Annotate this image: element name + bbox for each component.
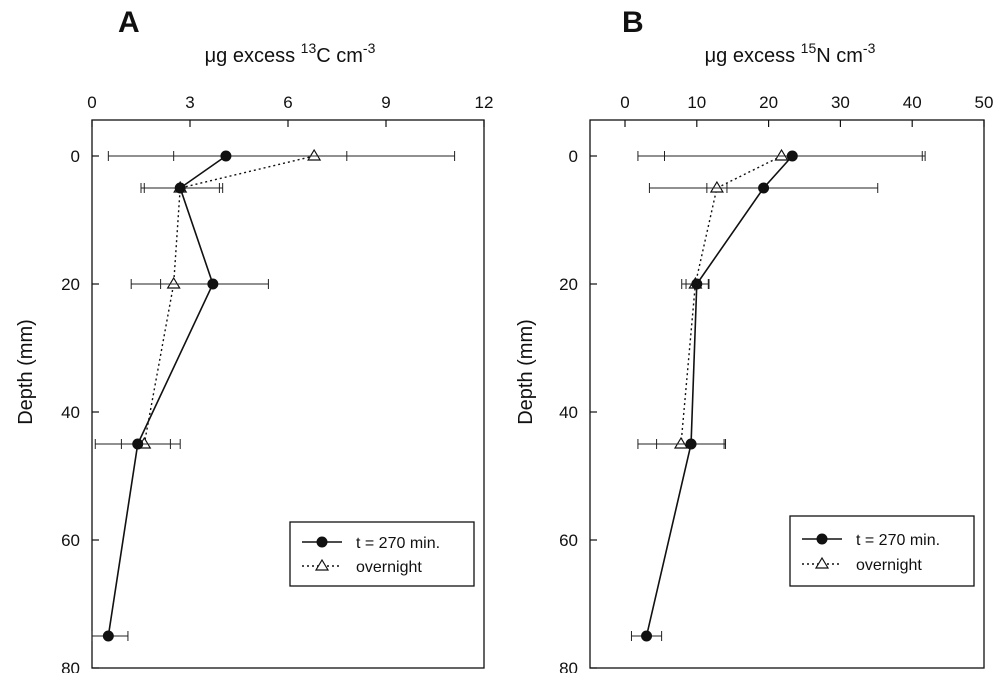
legend-label-series-1: t = 270 min. [356, 535, 440, 552]
data-point [758, 182, 770, 194]
panel-label: A [118, 6, 140, 39]
data-point [174, 182, 186, 194]
data-point [220, 150, 232, 162]
x-tick-label: 9 [381, 93, 390, 112]
x-axis-title-sup1: 13 [301, 40, 317, 56]
y-tick-label: 20 [61, 275, 80, 294]
y-tick-label: 60 [61, 531, 80, 550]
x-axis-title: μg excess 13C cm-3 [205, 40, 376, 67]
x-tick-label: 0 [87, 93, 96, 112]
data-point [641, 630, 653, 642]
y-tick-label: 0 [569, 147, 578, 166]
data-point [166, 276, 181, 289]
y-tick-label: 0 [71, 147, 80, 166]
y-tick-label: 40 [61, 403, 80, 422]
data-point [132, 438, 144, 450]
y-tick-label: 40 [559, 403, 578, 422]
data-point [709, 180, 724, 193]
x-axis-title-sup2: -3 [363, 40, 376, 56]
data-point [307, 148, 322, 161]
x-tick-label: 3 [185, 93, 194, 112]
data-point [774, 148, 789, 161]
legend-marker-open-triangle [814, 556, 830, 569]
legend-marker-open-triangle [314, 558, 330, 571]
x-axis-title-mid: N cm [816, 45, 863, 67]
series-line [645, 155, 793, 637]
data-point [685, 438, 697, 450]
y-axis-title: Depth (mm) [515, 319, 537, 425]
series-line [107, 155, 227, 637]
y-axis-title: Depth (mm) [15, 319, 37, 425]
legend-marker-filled-circle [316, 536, 328, 548]
data-point [207, 278, 219, 290]
panel-b: B μg excess 15N cm-3 Depth (mm) 0 10 20 30 4… [515, 6, 993, 673]
x-tick-label: 50 [975, 93, 994, 112]
x-axis-title: μg excess 15N cm-3 [705, 40, 876, 67]
data-point [786, 150, 798, 162]
x-axis-title-prefix: μg excess [705, 45, 801, 67]
data-point [673, 436, 689, 449]
x-tick-label: 0 [620, 93, 629, 112]
x-tick-label: 20 [759, 93, 778, 112]
plot-area: 0 10 20 30 40 50 0 20 40 60 80 [559, 93, 993, 673]
x-axis-title-prefix: μg excess [205, 45, 301, 67]
legend-label-series-2: overnight [356, 559, 422, 576]
legend-marker-filled-circle [816, 533, 828, 545]
legend: t = 270 min. overnight [789, 515, 975, 587]
plot-frame [589, 119, 985, 669]
x-axis-title-sup2: -3 [863, 40, 876, 56]
y-tick-label: 80 [61, 659, 80, 673]
data-point [102, 630, 114, 642]
legend-label-series-1: t = 270 min. [856, 532, 940, 549]
x-axis-title-sup1: 15 [801, 40, 817, 56]
y-tick-label: 80 [559, 659, 578, 673]
x-tick-label: 30 [831, 93, 850, 112]
legend-label-series-2: overnight [856, 557, 922, 574]
plot-area: 0 3 6 9 12 0 20 40 60 80 [61, 93, 493, 673]
x-tick-label: 40 [903, 93, 922, 112]
x-tick-label: 6 [283, 93, 292, 112]
panel-a: A μg excess 13C cm-3 Depth (mm) 0 3 6 9 12 0 2… [15, 6, 493, 673]
series-line [143, 155, 315, 445]
y-tick-label: 60 [559, 531, 578, 550]
x-axis-title-mid: C cm [316, 45, 363, 67]
x-tick-label: 12 [475, 93, 494, 112]
y-tick-label: 20 [559, 275, 578, 294]
x-tick-label: 10 [687, 93, 706, 112]
data-point [691, 278, 703, 290]
series-line [680, 155, 782, 445]
error-bar [173, 151, 348, 161]
legend-box [289, 521, 475, 587]
legend: t = 270 min. overnight [289, 521, 475, 587]
panel-label: B [622, 6, 644, 39]
legend-box [789, 515, 975, 587]
